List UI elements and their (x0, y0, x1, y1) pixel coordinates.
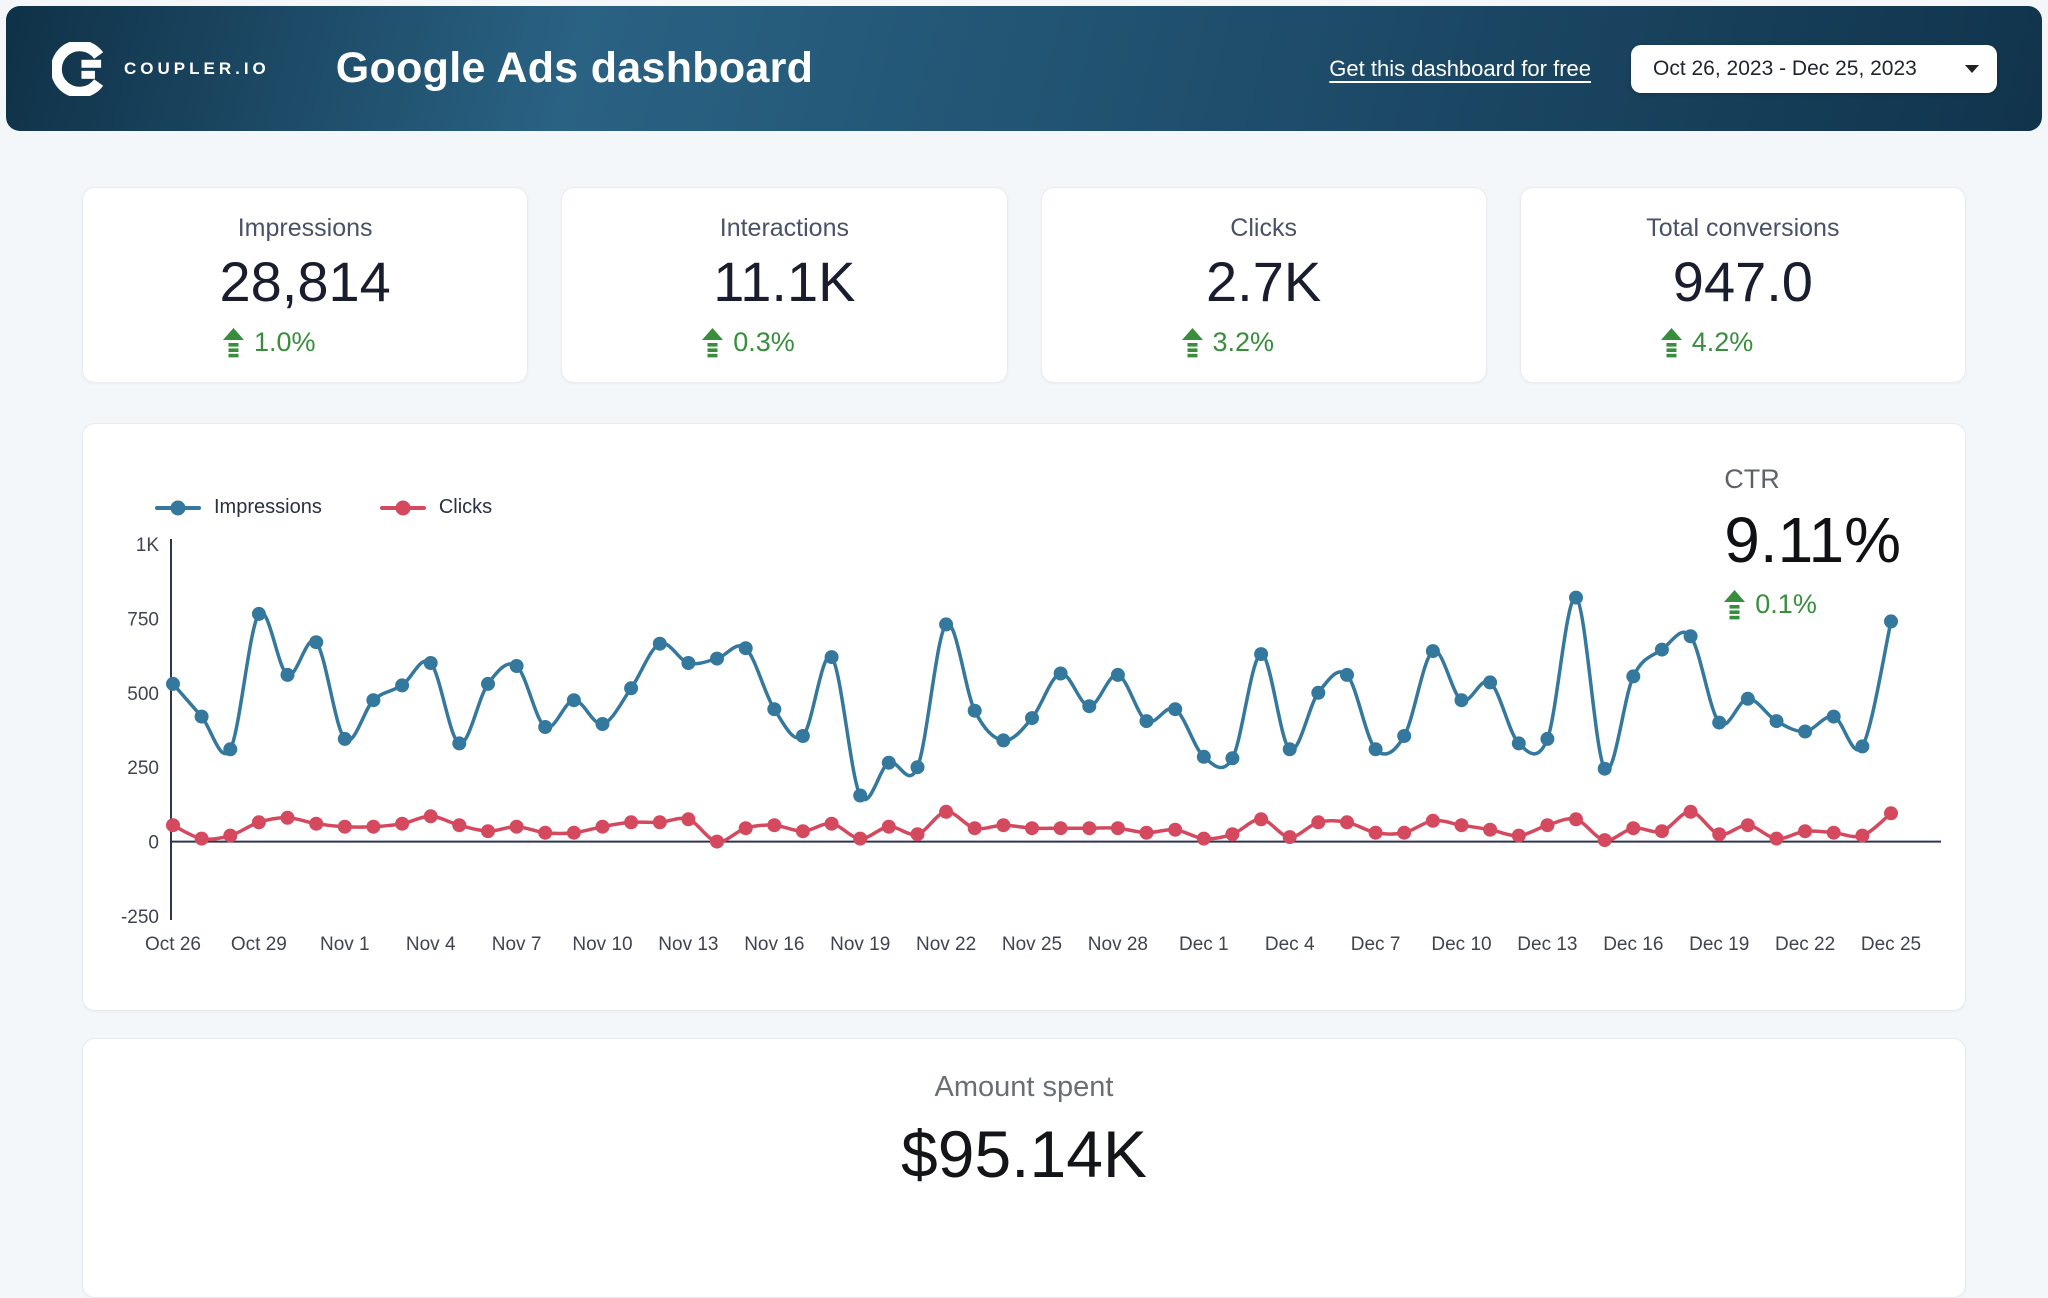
brand-name: COUPLER.IO (124, 58, 270, 78)
legend-label: Impressions (214, 496, 322, 518)
amount-spent-value: $95.14K (901, 1117, 1147, 1191)
svg-text:Dec 13: Dec 13 (1517, 934, 1577, 955)
svg-text:750: 750 (127, 609, 159, 630)
svg-text:250: 250 (127, 758, 159, 779)
svg-text:Nov 13: Nov 13 (658, 934, 718, 955)
svg-text:Nov 7: Nov 7 (492, 934, 542, 955)
amount-spent-card: Amount spent $95.14K (82, 1038, 1966, 1298)
svg-text:Dec 4: Dec 4 (1265, 934, 1315, 955)
clicks-dot (395, 500, 411, 515)
timeseries-chart-card: Impressions Clicks CTR 9.11% 0.1% 1K 750 5… (82, 423, 1966, 1011)
brand: COUPLER.IO (52, 41, 270, 96)
clicks-line-marker (379, 500, 426, 515)
kpi-card-interactions: Interactions 11.1K 0.3% (561, 187, 1008, 383)
svg-text:Nov 10: Nov 10 (572, 934, 632, 955)
svg-text:Nov 19: Nov 19 (830, 934, 890, 955)
svg-text:Dec 16: Dec 16 (1603, 934, 1663, 955)
kpi-value: 947.0 (1672, 250, 1813, 313)
kpi-delta: 3.2% (1181, 327, 1275, 358)
app-header: COUPLER.IO Google Ads dashboard Get this… (6, 6, 2042, 131)
svg-text:Oct 29: Oct 29 (231, 934, 287, 955)
kpi-row: Impressions 28,814 1.0% Interactions 11.… (82, 187, 1966, 383)
svg-text:Dec 1: Dec 1 (1179, 934, 1229, 955)
date-range-picker[interactable]: Oct 26, 2023 - Dec 25, 2023 (1631, 44, 1997, 93)
impressions-dot (170, 500, 186, 515)
kpi-value: 28,814 (219, 250, 391, 313)
kpi-value: 2.7K (1206, 250, 1322, 313)
kpi-card-clicks: Clicks 2.7K 3.2% (1040, 187, 1487, 383)
kpi-label: Impressions (237, 214, 373, 242)
svg-text:Dec 7: Dec 7 (1351, 934, 1401, 955)
svg-text:500: 500 (127, 684, 159, 705)
kpi-delta-value: 3.2% (1212, 327, 1275, 357)
svg-text:Dec 25: Dec 25 (1861, 934, 1921, 955)
increase-arrow-icon (1660, 327, 1682, 357)
svg-text:Nov 22: Nov 22 (916, 934, 976, 955)
svg-text:0: 0 (148, 833, 159, 854)
page-title: Google Ads dashboard (335, 44, 814, 92)
amount-spent-label: Amount spent (934, 1071, 1114, 1103)
svg-text:Dec 22: Dec 22 (1775, 934, 1835, 955)
chart-legend: Impressions Clicks (155, 496, 492, 519)
impressions-line-marker (155, 500, 201, 515)
impressions-clicks-line-chart[interactable]: 1K 750 500 250 0 -250 Oct 26 Oct 29 Nov 1 Nov 4 No… (95, 526, 1953, 958)
svg-text:Oct 26: Oct 26 (145, 934, 201, 955)
legend-label: Clicks (438, 496, 493, 518)
get-dashboard-link[interactable]: Get this dashboard for free (1329, 55, 1591, 81)
kpi-delta: 1.0% (223, 327, 316, 358)
increase-arrow-icon (1724, 589, 1746, 619)
ctr-delta-value: 0.1% (1755, 589, 1817, 619)
svg-text:Nov 1: Nov 1 (320, 934, 370, 955)
kpi-label: Interactions (719, 214, 849, 242)
svg-text:1K: 1K (136, 535, 160, 556)
svg-text:Nov 25: Nov 25 (1002, 934, 1062, 955)
kpi-delta-value: 0.3% (733, 327, 795, 357)
svg-text:Nov 16: Nov 16 (744, 934, 804, 955)
kpi-delta-value: 1.0% (254, 327, 316, 357)
svg-text:Nov 4: Nov 4 (406, 934, 456, 955)
ctr-scorecard: CTR 9.11% 0.1% (1724, 464, 1901, 620)
legend-item-impressions[interactable]: Impressions (155, 496, 322, 519)
ctr-label: CTR (1724, 464, 1780, 494)
chevron-down-icon (1965, 64, 1979, 73)
kpi-label: Clicks (1230, 214, 1297, 242)
ctr-delta: 0.1% (1724, 589, 1901, 620)
ctr-value: 9.11% (1724, 504, 1901, 576)
coupler-logo-icon (52, 41, 104, 96)
kpi-card-total-conversions: Total conversions 947.0 4.2% (1519, 187, 1966, 383)
kpi-label: Total conversions (1646, 214, 1840, 242)
increase-arrow-icon (223, 327, 244, 357)
kpi-card-impressions: Impressions 28,814 1.0% (82, 187, 529, 383)
svg-text:-250: -250 (121, 907, 159, 928)
kpi-delta: 0.3% (702, 327, 795, 358)
kpi-value: 11.1K (713, 250, 856, 313)
kpi-delta: 4.2% (1660, 327, 1754, 358)
svg-text:Dec 19: Dec 19 (1689, 934, 1749, 955)
svg-text:Nov 28: Nov 28 (1088, 934, 1148, 955)
increase-arrow-icon (1181, 327, 1203, 357)
date-range-value: Oct 26, 2023 - Dec 25, 2023 (1653, 56, 1917, 80)
svg-text:Dec 10: Dec 10 (1431, 934, 1491, 955)
legend-item-clicks[interactable]: Clicks (379, 496, 493, 519)
increase-arrow-icon (702, 327, 724, 357)
kpi-delta-value: 4.2% (1691, 327, 1754, 357)
